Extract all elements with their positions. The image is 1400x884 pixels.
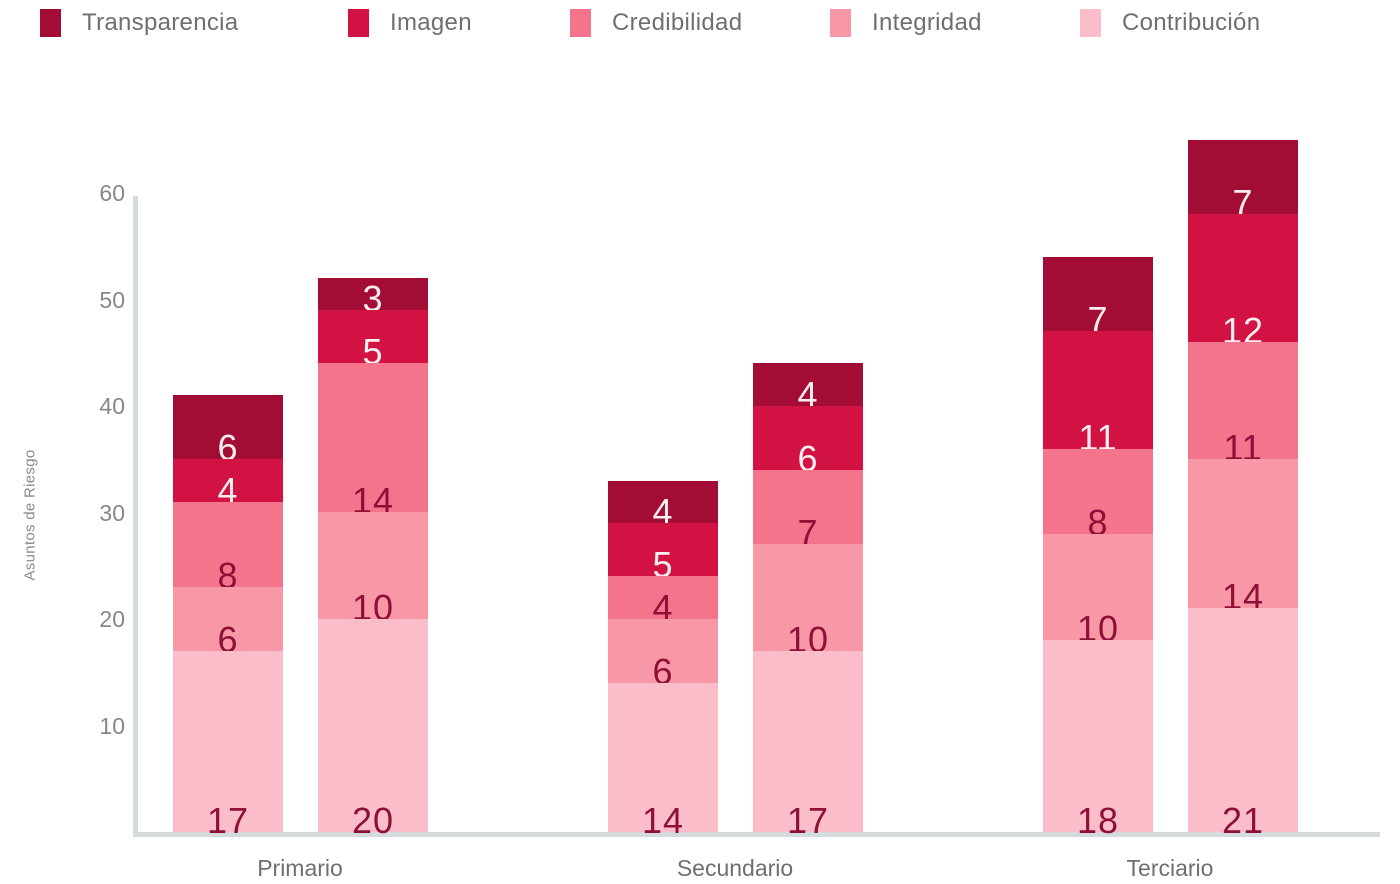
- bar-secundario-1: 4 5 4 6 14: [608, 480, 718, 838]
- segment-credibilidad-primario-2[interactable]: 14: [318, 363, 428, 519]
- transparencia-swatch-icon: [40, 9, 61, 37]
- bar-terciario-1: 7 11 8 10 18: [1043, 256, 1153, 838]
- segment-transparencia-secundario-1[interactable]: 4: [608, 480, 718, 530]
- segment-imagen-terciario-2[interactable]: 12: [1188, 214, 1298, 349]
- legend-item-integridad[interactable]: Integridad: [830, 4, 982, 42]
- legend-item-contribucion[interactable]: Contribución: [1080, 4, 1260, 42]
- segment-credibilidad-secundario-1[interactable]: 4: [608, 576, 718, 625]
- segment-contribucion-terciario-2[interactable]: 21: [1188, 608, 1298, 838]
- category-label-primario: Primario: [257, 855, 343, 881]
- y-tick-60: 60: [99, 180, 125, 206]
- category-label-terciario: Terciario: [1126, 855, 1214, 881]
- legend-label-transparencia: Transparencia: [82, 9, 239, 36]
- credibilidad-swatch-icon: [570, 9, 591, 37]
- segment-credibilidad-terciario-2[interactable]: 11: [1188, 342, 1298, 466]
- imagen-swatch-icon: [348, 9, 369, 37]
- segment-transparencia-primario-1[interactable]: 6: [173, 395, 283, 466]
- segment-integridad-primario-2[interactable]: 10: [318, 512, 428, 625]
- segment-transparencia-terciario-1[interactable]: 7: [1043, 256, 1153, 338]
- segment-imagen-secundario-1[interactable]: 5: [608, 523, 718, 583]
- segment-imagen-terciario-1[interactable]: 11: [1043, 331, 1153, 455]
- segment-imagen-secundario-2[interactable]: 6: [753, 405, 863, 476]
- segment-imagen-primario-2[interactable]: 5: [318, 310, 428, 370]
- segment-integridad-primario-1[interactable]: 6: [173, 587, 283, 657]
- segment-imagen-primario-1[interactable]: 4: [173, 459, 283, 508]
- segment-transparencia-primario-2[interactable]: 3: [318, 278, 428, 317]
- segment-contribucion-primario-1[interactable]: 17: [173, 650, 283, 838]
- legend-label-contribucion: Contribución: [1122, 9, 1261, 36]
- legend-item-credibilidad[interactable]: Credibilidad: [570, 4, 742, 42]
- integridad-swatch-icon: [830, 9, 851, 37]
- segment-integridad-terciario-2[interactable]: 14: [1188, 459, 1298, 615]
- category-label-secundario: Secundario: [676, 855, 794, 881]
- segment-integridad-terciario-1[interactable]: 10: [1043, 533, 1153, 647]
- y-axis-line: [133, 196, 138, 837]
- segment-contribucion-secundario-2[interactable]: 17: [753, 650, 863, 838]
- y-tick-10: 10: [99, 712, 125, 739]
- segment-contribucion-terciario-1[interactable]: 18: [1043, 640, 1153, 838]
- legend-item-transparencia[interactable]: Transparencia: [40, 4, 238, 42]
- segment-transparencia-terciario-2[interactable]: 7: [1188, 139, 1298, 221]
- x-axis-line: [133, 832, 1380, 837]
- legend-label-integridad: Integridad: [872, 9, 982, 36]
- bar-primario-1: 6 4 8 6 17: [173, 395, 283, 838]
- segment-credibilidad-terciario-1[interactable]: 8: [1043, 448, 1153, 540]
- bar-secundario-2: 4 6 7 10 17: [753, 363, 863, 838]
- bar-terciario-2: 7 12 11 14 21: [1188, 139, 1298, 838]
- legend-label-imagen: Imagen: [390, 9, 472, 36]
- segment-transparencia-secundario-2[interactable]: 4: [753, 363, 863, 412]
- segment-credibilidad-secundario-2[interactable]: 7: [753, 469, 863, 551]
- contribucion-swatch-icon: [1080, 9, 1101, 37]
- y-tick-40: 40: [99, 393, 125, 419]
- segment-integridad-secundario-2[interactable]: 10: [753, 544, 863, 657]
- segment-contribucion-primario-2[interactable]: 20: [318, 618, 428, 838]
- segment-integridad-secundario-1[interactable]: 6: [608, 618, 718, 689]
- segment-credibilidad-primario-1[interactable]: 8: [173, 501, 283, 594]
- y-tick-30: 30: [99, 499, 125, 526]
- y-tick-20: 20: [99, 606, 125, 632]
- bar-primario-2: 3 5 14 10 20: [318, 278, 428, 838]
- y-tick-50: 50: [99, 286, 125, 313]
- legend-item-imagen[interactable]: Imagen: [348, 4, 472, 42]
- legend-label-credibilidad: Credibilidad: [612, 9, 743, 36]
- segment-contribucion-secundario-1[interactable]: 14: [608, 682, 718, 838]
